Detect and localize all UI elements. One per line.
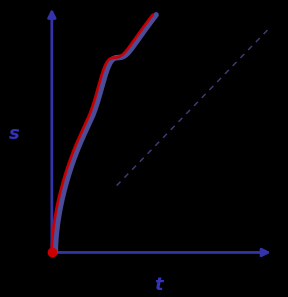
Text: s: s [9,125,20,143]
Text: t: t [154,276,163,294]
